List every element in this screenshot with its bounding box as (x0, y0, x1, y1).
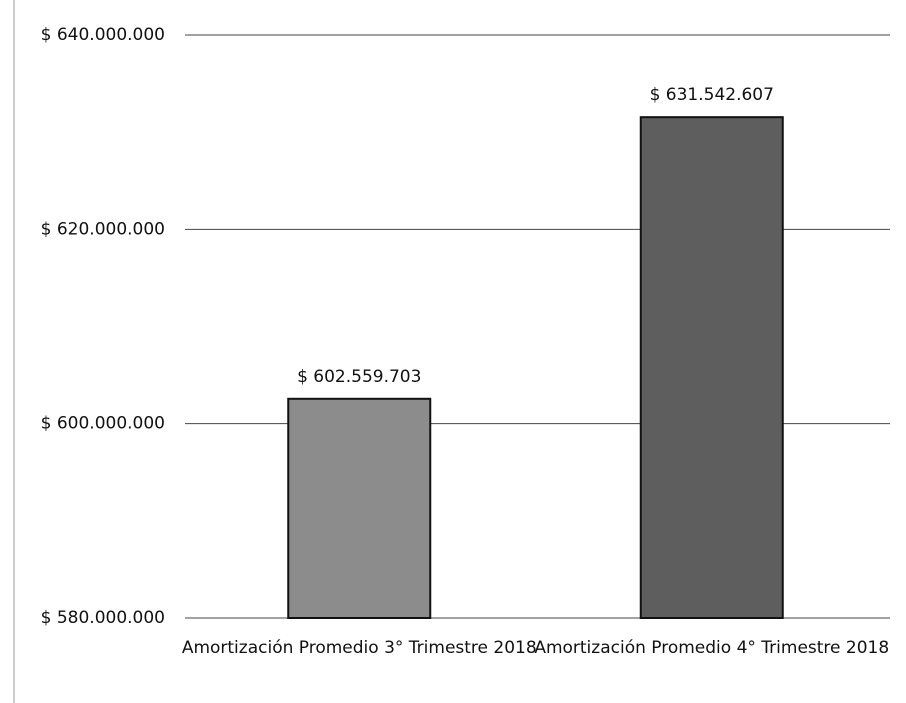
y-tick-label: $ 620.000.000 (41, 219, 165, 239)
x-tick-label: Amortización Promedio 3° Trimestre 2018 (181, 638, 537, 658)
bar (639, 116, 784, 619)
data-label: $ 602.559.703 (297, 367, 421, 387)
y-tick-label: $ 580.000.000 (41, 608, 165, 628)
bar (287, 397, 432, 619)
y-tick-label: $ 640.000.000 (41, 25, 165, 45)
x-tick-label: Amortización Promedio 4° Trimestre 2018 (534, 638, 890, 658)
data-label: $ 631.542.607 (650, 85, 774, 105)
y-tick-label: $ 600.000.000 (41, 414, 165, 434)
